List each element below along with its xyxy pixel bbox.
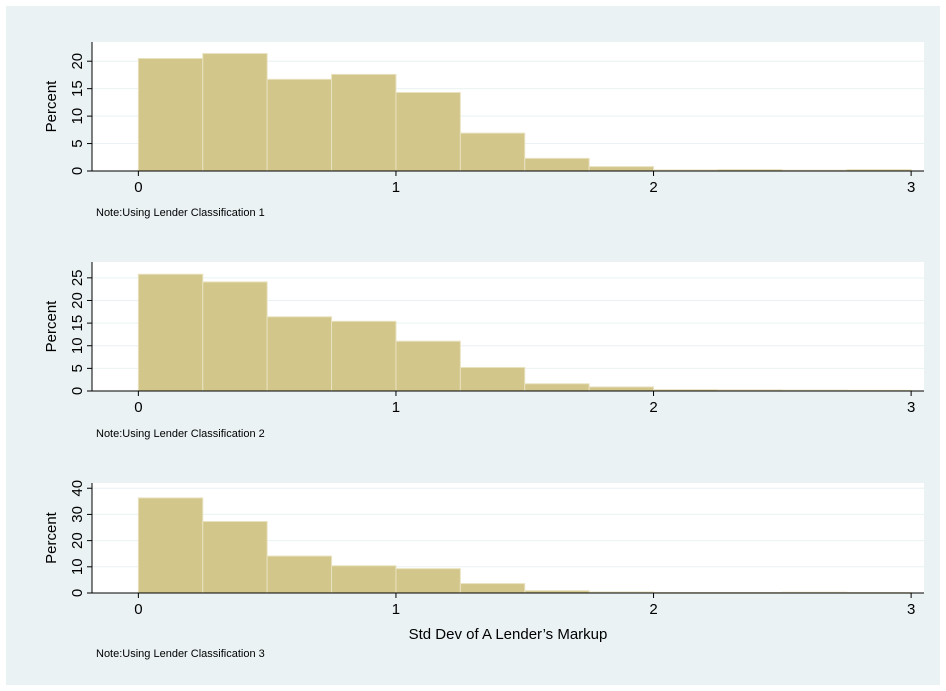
x-tick-label: 0 xyxy=(134,179,142,196)
y-tick-label: 40 xyxy=(69,480,86,497)
histogram-bar xyxy=(266,316,333,392)
y-tick-label: 20 xyxy=(69,53,86,70)
y-tick-label: 5 xyxy=(69,139,86,147)
y-axis-label: Percent xyxy=(43,511,60,564)
y-axis-label: Percent xyxy=(43,80,60,133)
x-tick-label: 1 xyxy=(392,399,400,416)
x-tick-label: 2 xyxy=(649,601,657,618)
x-tick-label: 1 xyxy=(392,179,400,196)
histogram-bar xyxy=(331,565,397,594)
x-axis-label: Std Dev of A Lender’s Markup xyxy=(409,626,608,643)
x-tick-label: 1 xyxy=(392,601,400,618)
histogram-bar xyxy=(202,521,268,594)
histogram-bar xyxy=(395,92,461,172)
y-tick-label: 10 xyxy=(69,337,86,354)
x-tick-label: 3 xyxy=(907,179,915,196)
y-tick-label: 15 xyxy=(69,80,86,97)
histogram-bar xyxy=(202,281,268,392)
y-tick-label: 20 xyxy=(69,292,86,309)
x-tick-label: 0 xyxy=(134,601,142,618)
classification-note: Note:Using Lender Classification 2 xyxy=(96,428,265,440)
y-tick-label: 5 xyxy=(69,364,86,372)
y-tick-label: 20 xyxy=(69,532,86,549)
histogram-panel-3: 0 10 20 30 40 Percent 0 1 2 3 Std Dev of A Lender’… xyxy=(43,480,924,660)
y-tick-label: 0 xyxy=(69,387,86,395)
histogram-bar xyxy=(266,555,333,594)
y-tick-label: 10 xyxy=(69,108,86,125)
histogram-bar xyxy=(524,383,590,392)
histogram-bar xyxy=(459,366,526,392)
y-tick-label: 30 xyxy=(69,506,86,523)
y-tick-label: 0 xyxy=(69,167,86,175)
y-axis-label: Percent xyxy=(43,300,60,353)
histogram-bar xyxy=(459,583,526,594)
classification-note: Note:Using Lender Classification 1 xyxy=(96,207,265,219)
histogram-bar xyxy=(331,73,397,172)
histogram-bar xyxy=(331,320,397,392)
x-tick-label: 3 xyxy=(907,399,915,416)
y-tick-label: 0 xyxy=(69,589,86,597)
classification-note: Note:Using Lender Classification 3 xyxy=(96,648,265,660)
y-tick-label: 25 xyxy=(69,269,86,286)
x-tick-label: 2 xyxy=(649,179,657,196)
histogram-panel-2: 0 5 10 15 20 25 Percent 0 1 2 3 Note:Using Lender C… xyxy=(43,262,924,440)
x-tick-label: 2 xyxy=(649,399,657,416)
histogram-bar xyxy=(395,340,461,392)
y-tick-label: 10 xyxy=(69,558,86,575)
histogram-panel-1: 0 5 10 15 20 Percent 0 1 2 3 Note:Using Lender Cla… xyxy=(43,42,924,219)
histogram-bar xyxy=(137,57,204,172)
histogram-bar xyxy=(137,497,204,594)
histogram-bar xyxy=(266,78,333,172)
y-tick-label: 15 xyxy=(69,315,86,332)
x-tick-label: 0 xyxy=(134,399,142,416)
histogram-bar xyxy=(202,53,268,172)
histogram-bar xyxy=(588,166,655,172)
histogram-bar xyxy=(524,157,590,172)
histogram-bar xyxy=(395,568,461,594)
histogram-bar xyxy=(459,132,526,172)
histogram-bar xyxy=(588,386,655,392)
x-tick-label: 3 xyxy=(907,601,915,618)
histogram-bar xyxy=(137,273,204,392)
